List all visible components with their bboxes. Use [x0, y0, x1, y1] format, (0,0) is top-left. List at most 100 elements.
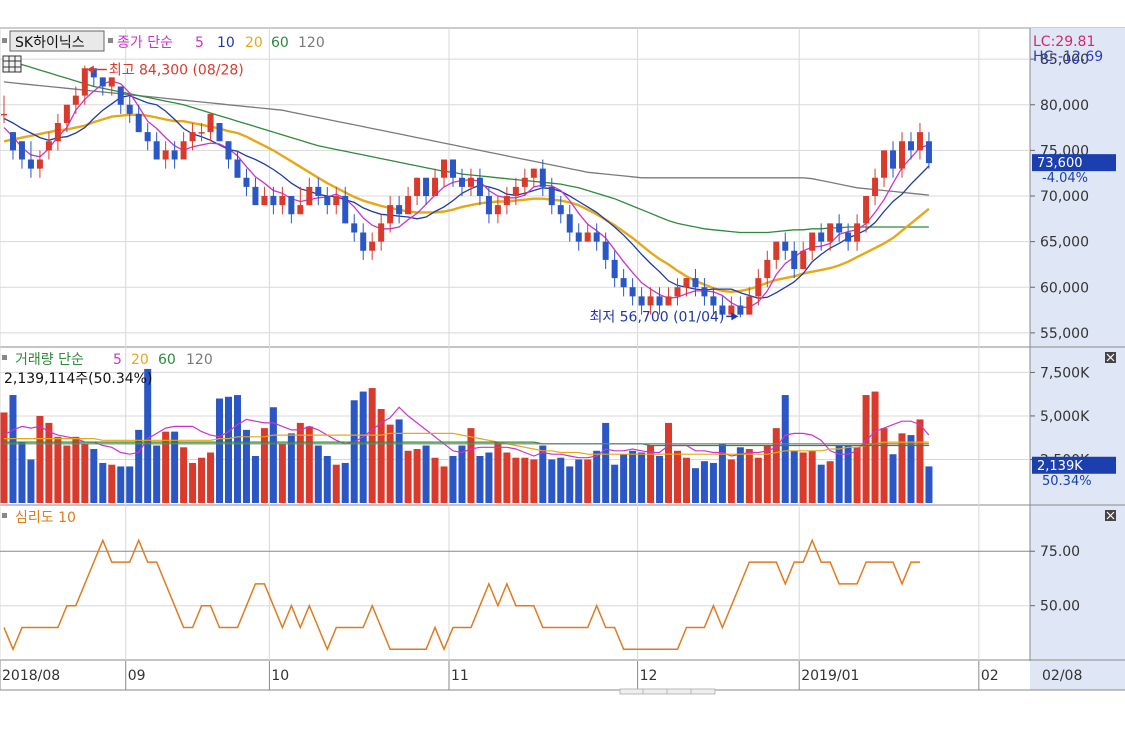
volume-bar: [548, 459, 556, 503]
volume-bar: [9, 395, 17, 503]
legend-bullet-icon: [2, 38, 7, 43]
grid-toggle-icon[interactable]: [2, 55, 22, 73]
volume-bar: [332, 464, 340, 503]
volume-bar: [826, 461, 834, 503]
candle-body: [773, 241, 780, 260]
volume-bar: [81, 443, 89, 503]
psy-tick-label: 50.00: [1040, 599, 1080, 615]
candle-body: [683, 278, 690, 288]
candle-body: [512, 186, 519, 196]
candle-body: [441, 159, 448, 178]
volume-tick-label: 5,000K: [1040, 409, 1090, 425]
volume-bar: [36, 415, 44, 503]
volume-summary: 2,139,114주(50.34%): [4, 371, 152, 387]
candle-body: [99, 77, 106, 87]
volume-bar: [476, 455, 484, 503]
candle-body: [288, 196, 295, 215]
volume-ma-period-60[interactable]: 60: [158, 352, 176, 368]
candle-body: [369, 241, 376, 251]
psy-panel-close-icon[interactable]: [1105, 510, 1116, 521]
candle-body: [907, 141, 914, 151]
legend-bullet-icon: [108, 38, 113, 43]
candle-body: [342, 196, 349, 224]
volume-bar: [566, 466, 574, 503]
volume-bar: [377, 408, 385, 503]
volume-ma-period-20[interactable]: 20: [131, 352, 149, 368]
candle-body: [333, 196, 340, 206]
volume-bar: [682, 457, 690, 503]
candle-body: [315, 186, 322, 196]
symbol-box[interactable]: [9, 30, 105, 52]
volume-bar: [260, 428, 268, 503]
volume-ma-period-120[interactable]: 120: [186, 352, 213, 368]
volume-bar: [126, 466, 134, 503]
ma-label[interactable]: 종가 단순: [117, 35, 173, 51]
volume-bar: [323, 455, 331, 503]
candle-body: [665, 296, 672, 306]
candle-body: [171, 150, 178, 160]
volume-bar: [521, 457, 529, 503]
volume-bar-layer: [0, 368, 933, 503]
price-tick-label: 80,000: [1040, 98, 1089, 114]
high-arrow-head-icon: [86, 65, 94, 74]
ma-period-5[interactable]: 5: [195, 35, 204, 51]
symbol-name[interactable]: SK하이닉스: [15, 35, 85, 51]
volume-bar: [889, 454, 897, 503]
candle-body: [225, 141, 232, 160]
candle-body: [324, 196, 331, 206]
candle-body: [674, 287, 681, 297]
candle-body: [207, 113, 214, 133]
high-annotation: 최고 84,300 (08/28): [86, 63, 244, 79]
candle-body: [503, 196, 510, 206]
price-ma60-line: [3, 58, 929, 234]
candle-body: [387, 205, 394, 224]
candle-body: [261, 196, 268, 206]
candle-body: [827, 223, 834, 242]
candle-body: [916, 132, 923, 151]
volume-bar: [718, 443, 726, 503]
candle-body: [701, 287, 708, 297]
volume-bar: [404, 450, 412, 503]
x-tick-label: 02: [981, 668, 999, 684]
volume-bar: [269, 407, 277, 503]
volume-bar: [458, 445, 466, 503]
volume-bar: [656, 455, 664, 503]
volume-bar: [763, 445, 771, 503]
volume-bar: [180, 447, 188, 503]
volume-bar: [162, 431, 170, 503]
lc-value: LC:29.81: [1033, 34, 1095, 50]
psy-label[interactable]: 심리도 10: [15, 510, 76, 526]
volume-panel-close-icon[interactable]: [1105, 352, 1116, 363]
ma-period-10[interactable]: 10: [217, 35, 235, 51]
volume-bar: [593, 450, 601, 503]
low-annotation: 최저 56,700 (01/04): [589, 309, 739, 325]
volume-bar: [925, 466, 933, 503]
volume-bar: [54, 436, 62, 503]
volume-bar: [467, 428, 475, 503]
psy-tick-label: 75.00: [1040, 544, 1080, 560]
volume-bar: [754, 457, 762, 503]
volume-bar: [350, 400, 358, 503]
candle-body: [467, 177, 474, 187]
candle-body: [432, 177, 439, 196]
volume-bar: [117, 466, 125, 503]
volume-bar: [359, 391, 367, 503]
volume-ma-period-5[interactable]: 5: [113, 352, 122, 368]
volume-bar: [880, 428, 888, 503]
candle-body: [863, 196, 870, 224]
candle-body: [360, 232, 367, 251]
candle-body: [602, 241, 609, 260]
ma-period-120[interactable]: 120: [298, 35, 325, 51]
candle-body: [450, 159, 456, 178]
price-ma60-layer: [3, 58, 929, 234]
horizontal-scrollbar[interactable]: [619, 688, 716, 695]
current-volume-pct: 50.34%: [1042, 474, 1092, 489]
ma-period-60[interactable]: 60: [271, 35, 289, 51]
volume-ma-label[interactable]: 거래량 단순: [15, 352, 84, 368]
volume-bar: [27, 459, 35, 503]
ma-period-20[interactable]: 20: [245, 35, 263, 51]
x-tick-label: 09: [128, 668, 146, 684]
candle-body: [144, 132, 151, 142]
volume-bar: [862, 395, 870, 503]
candle-body: [845, 232, 852, 242]
